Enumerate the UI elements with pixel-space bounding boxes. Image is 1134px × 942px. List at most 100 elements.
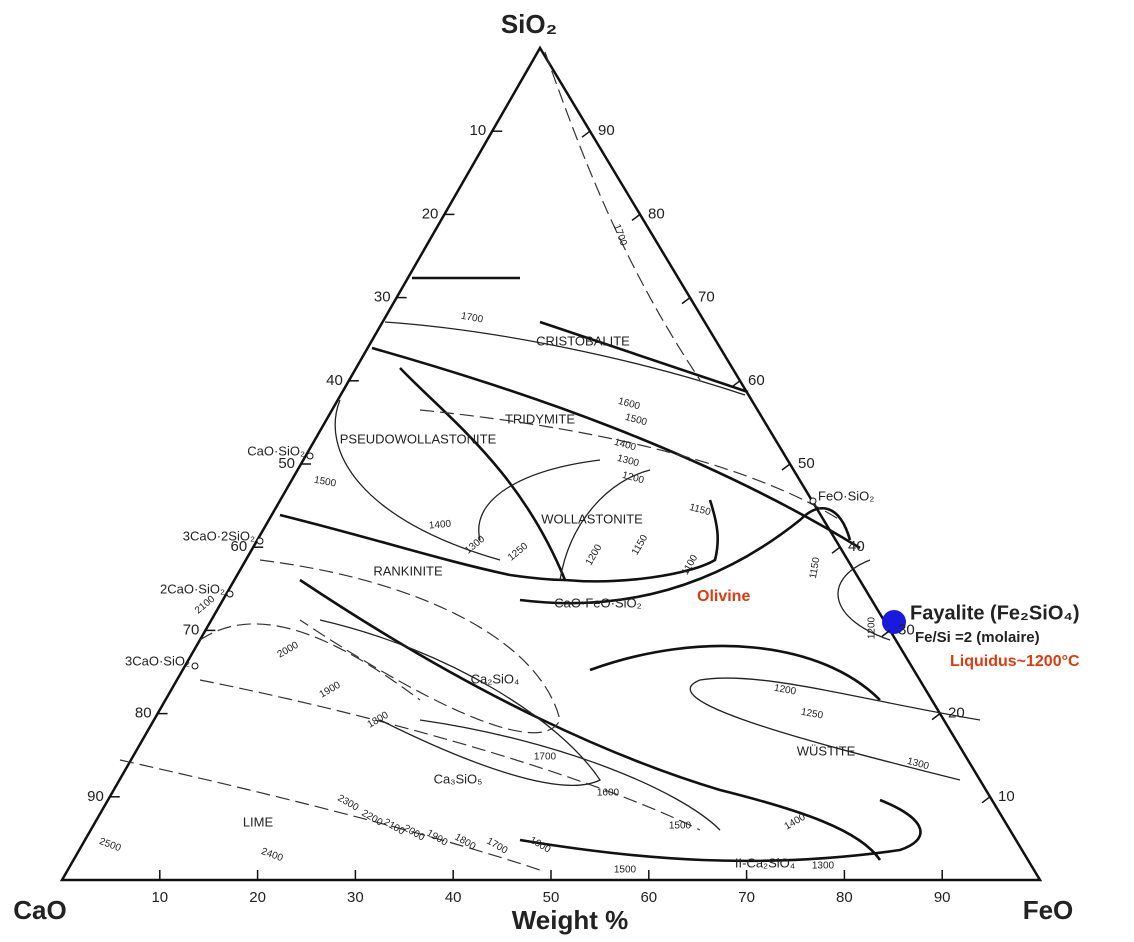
tick-mark bbox=[881, 629, 891, 638]
isotherm-label: 1150 bbox=[630, 533, 650, 558]
tick-label: 40 bbox=[326, 372, 343, 389]
tick-mark bbox=[681, 297, 691, 305]
boundaries bbox=[119, 51, 981, 871]
tick-label: 40 bbox=[445, 889, 462, 906]
tick-label: 20 bbox=[249, 889, 266, 906]
boundary bbox=[384, 321, 746, 396]
fayalite-marker bbox=[882, 610, 906, 634]
isotherm-label: 2300 bbox=[336, 793, 361, 814]
tick-label: 30 bbox=[898, 621, 915, 638]
isotherm-label: 1500 bbox=[313, 475, 337, 490]
isotherm-label: 1700 bbox=[485, 836, 510, 857]
isotherm-label: 2000 bbox=[276, 640, 301, 661]
tick-label: 70 bbox=[698, 289, 715, 306]
compound-label: 3CaO·SiO₂ bbox=[125, 653, 190, 668]
tick-label: 50 bbox=[543, 889, 560, 906]
isotherm-label: 1400 bbox=[428, 519, 452, 532]
tick-label: 20 bbox=[948, 705, 965, 722]
phase-label: WOLLASTONITE bbox=[541, 511, 643, 526]
corner-label: SiO₂ bbox=[501, 9, 557, 39]
compound-point bbox=[306, 452, 314, 460]
tick-mark bbox=[781, 463, 791, 471]
isotherm-label: 1700 bbox=[611, 223, 629, 248]
phase-label: LIME bbox=[243, 814, 274, 829]
isotherm bbox=[478, 459, 601, 541]
tick-label: 10 bbox=[998, 788, 1015, 805]
isotherm-label: 1900 bbox=[425, 828, 450, 849]
boundary bbox=[589, 644, 881, 701]
isotherm-label: 1250 bbox=[506, 540, 530, 563]
isotherm-label: 1200 bbox=[773, 683, 797, 698]
phase-label: RANKINITE bbox=[373, 563, 443, 578]
isotherm bbox=[837, 559, 891, 641]
annotation: Liquidus~1200°C bbox=[950, 653, 1080, 670]
tick-mark bbox=[981, 796, 991, 804]
tick-label: 60 bbox=[640, 889, 657, 906]
isotherm-label: 1500 bbox=[669, 821, 692, 832]
isotherm-label: 1300 bbox=[616, 453, 641, 469]
tick-label: 30 bbox=[374, 289, 391, 306]
isotherm-label: 1500 bbox=[614, 865, 637, 876]
phase-label: TRIDYMITE bbox=[505, 411, 575, 426]
phase-label: II-Ca₂SiO₄ bbox=[735, 855, 795, 870]
tick-label: 40 bbox=[848, 538, 865, 555]
annotation: Fe/Si =2 (molaire) bbox=[915, 629, 1040, 646]
phase-label: WÜSTITE bbox=[797, 743, 856, 758]
tick-label: 90 bbox=[934, 889, 951, 906]
compound-point bbox=[809, 497, 817, 505]
isotherm bbox=[559, 469, 651, 581]
isotherm-label: 1700 bbox=[534, 752, 557, 763]
tick-label: 50 bbox=[278, 455, 295, 472]
isotherm bbox=[544, 51, 701, 381]
axis-title: Weight % bbox=[512, 905, 629, 935]
phase-label: Ca₂SiO₄ bbox=[471, 671, 520, 686]
isotherm-label: 1200 bbox=[867, 616, 878, 639]
boundary bbox=[279, 513, 566, 582]
isotherm bbox=[199, 679, 701, 831]
tick-label: 90 bbox=[598, 122, 615, 139]
annotation: Fayalite (Fe₂SiO₄) bbox=[910, 602, 1080, 624]
boundary bbox=[539, 320, 749, 394]
isotherm bbox=[419, 719, 721, 831]
isotherm-label: 2500 bbox=[98, 836, 123, 854]
isotherm-label: 2000 bbox=[402, 823, 427, 844]
isotherm-label: 1150 bbox=[808, 556, 823, 580]
annotation: Olivine bbox=[697, 588, 750, 605]
corner-label: FeO bbox=[1023, 895, 1074, 925]
phase-label: CaO·FeO·SiO₂ bbox=[554, 595, 641, 610]
compound-label: FeO·SiO₂ bbox=[818, 488, 874, 503]
boundary bbox=[371, 346, 861, 550]
isotherm-label: 1250 bbox=[800, 707, 824, 722]
tick-label: 80 bbox=[836, 889, 853, 906]
tick-label: 80 bbox=[648, 205, 665, 222]
isotherm-label: 1500 bbox=[624, 412, 649, 428]
tick-label: 70 bbox=[738, 889, 755, 906]
tick-label: 20 bbox=[422, 205, 439, 222]
boundary bbox=[519, 507, 852, 605]
tick-label: 50 bbox=[798, 455, 815, 472]
boundary bbox=[299, 578, 882, 861]
isotherm bbox=[119, 759, 541, 871]
tick-mark bbox=[831, 546, 841, 554]
tick-mark bbox=[731, 380, 741, 388]
compound-point bbox=[226, 590, 234, 598]
isotherm bbox=[319, 619, 601, 786]
isotherm-label: 1150 bbox=[688, 502, 712, 518]
tick-mark bbox=[931, 712, 941, 721]
tick-label: 60 bbox=[231, 538, 248, 555]
tick-label: 70 bbox=[183, 621, 200, 638]
corner-label: CaO bbox=[13, 895, 66, 925]
tick-label: 80 bbox=[135, 705, 152, 722]
isotherm-label: 1700 bbox=[460, 311, 484, 326]
tick-mark bbox=[631, 213, 641, 221]
isotherm-label: 1800 bbox=[366, 710, 391, 731]
compound-label: 3CaO·2SiO₂ bbox=[183, 528, 255, 543]
isotherm-label: 1300 bbox=[463, 533, 487, 556]
phase-label: PSEUDOWOLLASTONITE bbox=[340, 431, 497, 446]
tick-label: 60 bbox=[748, 372, 765, 389]
isotherm-label: 1600 bbox=[617, 396, 642, 412]
tick-label: 30 bbox=[347, 889, 364, 906]
boundary bbox=[519, 798, 922, 863]
isotherm-label: 1600 bbox=[528, 835, 553, 856]
